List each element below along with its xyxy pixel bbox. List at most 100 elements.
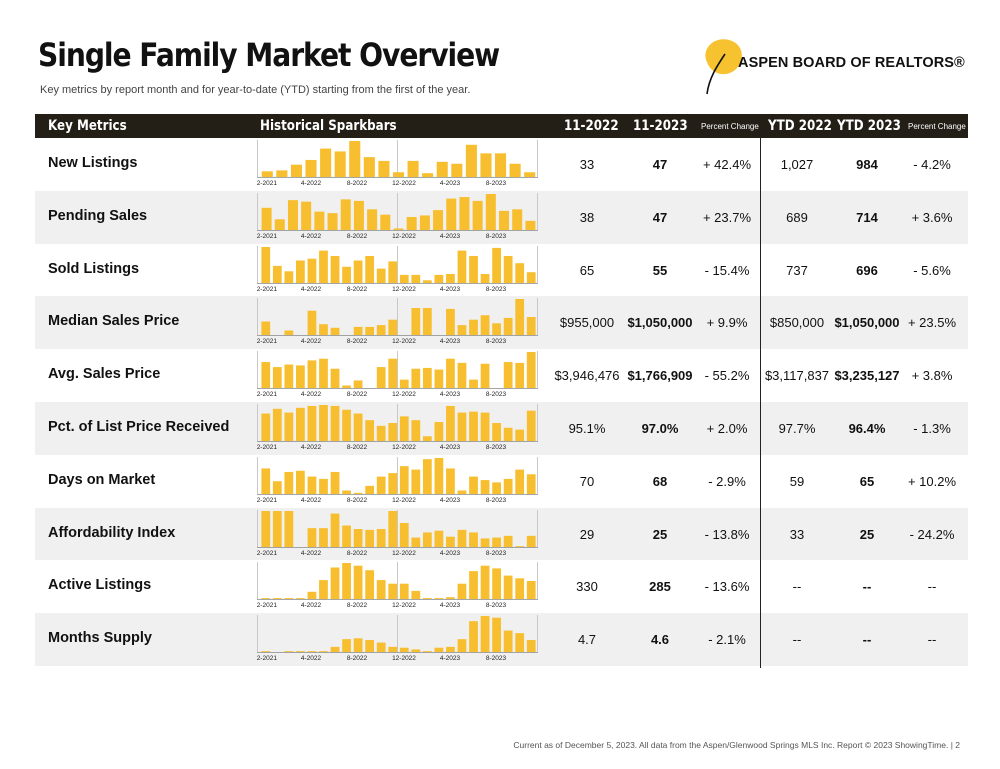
sparkbar-tick-label: 12-2021 [257,444,277,450]
sparkbar-bar [526,474,536,494]
cell-month-pct: + 42.4% [702,157,752,172]
sparkbar-bar [492,568,501,600]
sparkbar-chart: 12-2021 4-2022 8-2022 12-2022 4-2023 8-2023 [257,140,538,186]
sparkbar-bar [342,639,351,653]
sparkbar-bar [480,538,490,547]
sparkbar-bar [353,566,363,600]
sparkbar-tick-label: 8-2022 [347,497,368,503]
sparkbar-tick-label: 8-2022 [347,391,368,397]
sparkbar-bar [526,271,536,283]
sparkbar-bar [261,468,271,494]
sparkbar-bar [422,532,432,547]
sparkbar-bar [319,250,328,283]
sparkbar-bar [349,141,361,177]
sparkbar-chart: 12-2021 4-2022 8-2022 12-2022 4-2023 8-2023 [257,403,538,450]
sparkbar-bar [284,471,294,494]
cell-ytd-curr: 696 [856,262,878,278]
sparkbar-bar [342,385,351,389]
sparkbar-bar [340,199,351,230]
page-title: Single Family Market Overview [38,36,500,74]
sparkbar-tick-label: 12-2022 [392,550,416,556]
sparkbar-chart: 12-2021 4-2022 8-2022 12-2022 4-2023 8-2023 [257,456,538,503]
sparkbar-bar [457,529,467,547]
cell-ytd-prev: $3,117,837 [764,368,830,384]
sparkbar-bar [515,299,525,336]
cell-ytd-prev: 59 [789,473,805,489]
cell-ytd-curr: -- [862,632,872,648]
table-row: Median Sales Price12-20214-20228-202212-… [35,296,968,350]
sparkbar-bar [451,163,463,177]
sparkbar-bar [434,274,444,283]
sparkbar-bar [480,273,490,283]
sparkbar-bar [465,144,477,177]
sparkbar-bar [261,362,271,389]
sparkbar-tick-label: 8-2022 [347,180,368,186]
sparkbar-bar [319,358,328,389]
aspen-leaf-logo-icon [705,39,742,95]
cell-ytd-pct: - 5.6% [913,262,951,278]
sparkbar-bar [526,410,536,441]
sparkbar-tick-label: 12-2021 [257,286,277,292]
sparkbar-bar [327,212,338,230]
cell-ytd-prev: 33 [789,526,805,542]
sparkbar-bar [411,274,421,283]
cell-month-curr: 285 [649,579,671,595]
sparkbar-bar [472,200,483,230]
sparkbar-bar [363,157,375,177]
sparkbar-bar [515,633,525,653]
sparkbar-tick-label: 4-2022 [301,233,322,239]
sparkbar-bar [388,647,398,653]
sparkbar-bar [380,214,391,230]
sparkbar-tick-label: 4-2022 [301,338,322,344]
sparkbar-bar [525,220,536,230]
sparkbar-bar [422,651,432,653]
sparkbar-bar [422,458,432,494]
cell-month-prev: 33 [579,157,595,172]
sparkbar-bar [457,250,467,283]
sparkbar-bar [434,647,444,653]
cell-month-curr: $1,766,909 [627,368,693,384]
sparkbar-tick-label: 4-2023 [440,391,461,397]
cell-ytd-pct: - 4.2% [913,157,951,172]
cell-month-pct: + 2.0% [706,420,748,436]
cell-month-pct: + 9.9% [706,315,748,331]
table-row: Active Listings12-20214-20228-202212-202… [35,560,968,613]
cell-month-prev: $955,000 [559,315,615,331]
sparkbar-bar [388,358,398,389]
cell-month-prev: $3,946,476 [554,368,620,384]
sparkbar-bar [480,363,490,389]
sparkbar-bar [296,260,305,283]
sparkbar-bar [434,598,444,600]
sparkbar-tick-label: 12-2022 [392,497,416,503]
sparkbar-bar [284,270,294,283]
sparkbar-bar [272,367,282,389]
sparkbar-bar [284,510,294,547]
sparkbar-bar [284,598,294,600]
cell-month-pct: - 13.8% [704,526,750,542]
sparkbar-bar [406,216,417,230]
sparkbar-bar [495,153,507,177]
sparkbar-bar [284,330,294,336]
sparkbar-bar [353,528,363,547]
sparkbar-bar [422,598,432,600]
sparkbar-tick-label: 8-2023 [486,444,507,450]
page-subtitle: Key metrics by report month and for year… [40,84,471,96]
sparkbar-tick-label: 12-2022 [392,180,416,186]
sparkbar-bar [276,170,288,177]
sparkbar-bar [419,215,430,230]
sparkbar-bar [469,571,478,600]
table-row: Avg. Sales Price12-20214-20228-202212-20… [35,349,968,402]
sparkbar-bar [512,209,523,230]
sparkbar-bar [503,575,513,600]
cell-ytd-prev: 737 [786,262,808,278]
sparkbar-tick-label: 8-2022 [347,550,368,556]
cell-ytd-prev: -- [792,579,802,595]
sparkbar-bar [526,581,536,600]
header-ytd-pct-change: Percent Change [908,122,966,131]
sparkbar-tick-label: 8-2023 [486,602,507,608]
sparkbar-bar [296,365,305,389]
sparkbar-tick-label: 8-2023 [486,391,507,397]
cell-month-prev: 29 [579,526,595,542]
sparkbar-bar [342,490,351,494]
sparkbar-bar [353,260,363,283]
